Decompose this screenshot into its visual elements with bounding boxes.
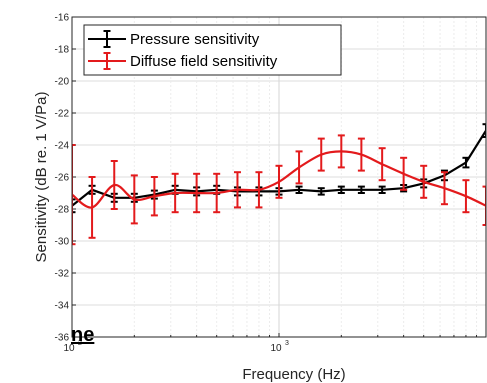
series-diffuse <box>72 134 486 246</box>
x-tick-label-exponent: 3 <box>285 340 289 347</box>
series-layer <box>72 123 486 246</box>
x-tick-label-exponent: 2 <box>78 340 82 347</box>
y-tick-label: -26 <box>55 173 70 184</box>
y-tick-label: -24 <box>55 141 70 152</box>
y-tick-label: -20 <box>55 77 70 88</box>
legend-box <box>83 24 342 76</box>
y-tick-label: -18 <box>55 45 70 56</box>
series-line <box>72 150 486 209</box>
y-tick-label: -28 <box>55 205 70 216</box>
y-tick-label: -22 <box>55 109 70 120</box>
legend-label: Pressure sensitivity <box>130 31 260 48</box>
y-tick-label: -34 <box>55 301 70 312</box>
legend: Pressure sensitivity Diffuse field sensit… <box>83 24 342 76</box>
y-axis-label: Sensitivity (dB re. 1 V/Pa) <box>33 92 50 263</box>
cropped-text-fragment: ne <box>71 324 95 346</box>
x-tick-label: 10 <box>63 343 75 354</box>
x-tick-label: 10 <box>270 343 282 354</box>
y-tick-label: -36 <box>55 333 70 344</box>
y-tick-label: -16 <box>55 13 70 24</box>
x-axis-label: Frequency (Hz) <box>242 366 345 383</box>
legend-label: Diffuse field sensitivity <box>130 53 278 70</box>
y-tick-label: -32 <box>55 269 70 280</box>
axes-box <box>71 16 487 338</box>
y-tick-label: -30 <box>55 237 70 248</box>
